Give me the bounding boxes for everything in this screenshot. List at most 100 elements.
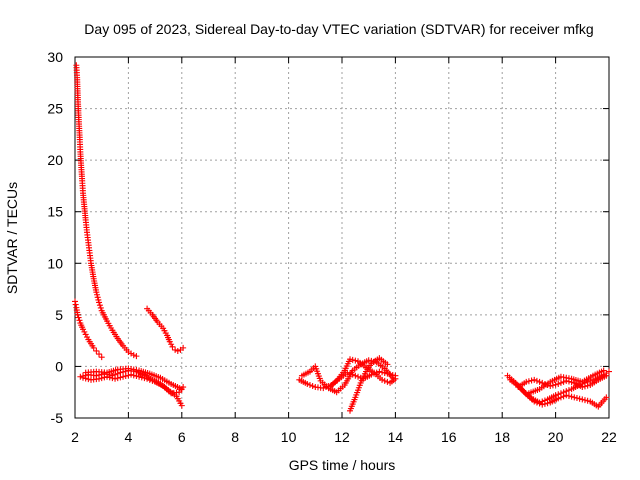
y-tick-label: 25 [47, 101, 63, 117]
chart-title: Day 095 of 2023, Sidereal Day-to-day VTE… [84, 21, 593, 37]
data-point [606, 368, 612, 375]
data-point [568, 393, 575, 400]
data-point [90, 344, 97, 351]
data-point [552, 392, 559, 399]
data-point [531, 398, 538, 405]
x-tick-label: 16 [441, 429, 457, 445]
data-point [120, 373, 127, 380]
data-point [122, 373, 129, 380]
data-point [581, 383, 588, 390]
data-point [75, 314, 82, 321]
data-point [539, 401, 546, 408]
data-point [349, 356, 356, 363]
series-arc-noon-d [347, 355, 391, 414]
data-point [96, 299, 103, 306]
data-point [320, 385, 327, 392]
data-point [525, 378, 532, 385]
data-point [392, 375, 399, 382]
data-point [82, 331, 89, 338]
data-point [96, 351, 103, 358]
data-point [178, 386, 185, 393]
data-point [557, 394, 564, 401]
data-point [169, 343, 176, 350]
data-point [109, 375, 116, 382]
data-point [365, 357, 372, 364]
data-point [536, 400, 543, 407]
data-point [133, 353, 140, 360]
data-point [304, 380, 311, 387]
y-tick-label: 20 [47, 152, 63, 168]
y-tick-label: -5 [51, 410, 64, 426]
data-point [98, 354, 105, 361]
data-point [531, 376, 538, 383]
data-point [180, 344, 187, 351]
data-point [174, 347, 181, 354]
data-point [528, 377, 535, 384]
data-point [376, 368, 383, 375]
data-point [74, 311, 81, 318]
data-point [76, 317, 83, 324]
data-point [347, 356, 354, 363]
data-point [565, 387, 572, 394]
data-point [95, 296, 102, 303]
data-point [306, 381, 313, 388]
series-arc-decay-low [72, 298, 105, 361]
data-point [97, 304, 104, 311]
data-point [114, 375, 121, 382]
data-point [72, 301, 79, 308]
data-point [125, 372, 132, 379]
data-point [309, 383, 316, 390]
y-axis-label: SDTVAR / TECUs [4, 182, 20, 294]
data-point [94, 294, 101, 301]
data-point [130, 372, 137, 379]
axis-ticks: 2 4 6 8 10 12 14 16 18 20 22 -5 0 5 10 15 20 25 30 [47, 49, 617, 445]
data-point [72, 298, 78, 305]
series-arc-mid-morning [144, 305, 187, 354]
data-point [576, 395, 583, 402]
x-tick-label: 4 [125, 429, 133, 445]
data-point [555, 380, 562, 387]
data-point [166, 338, 173, 345]
data-point [523, 378, 530, 385]
data-point [98, 375, 105, 382]
data-point [106, 374, 113, 381]
data-point [565, 392, 572, 399]
data-point [96, 375, 103, 382]
data-point [603, 394, 610, 401]
data-point [579, 384, 586, 391]
data-point [77, 373, 84, 380]
data-point [93, 289, 100, 296]
data-point [563, 392, 570, 399]
data-point [555, 395, 562, 402]
x-tick-label: 22 [601, 429, 617, 445]
data-point [94, 291, 101, 298]
data-point [381, 377, 388, 384]
data-point [573, 395, 580, 402]
data-point [579, 396, 586, 403]
data-point [600, 367, 607, 374]
grid-lines [75, 57, 609, 418]
data-point [112, 375, 119, 382]
data-point [352, 372, 359, 379]
data-point [384, 361, 391, 368]
series-arc-baseline-c [82, 365, 185, 393]
data-point [352, 357, 359, 364]
data-point [128, 350, 135, 357]
x-tick-label: 2 [71, 429, 79, 445]
data-point [560, 393, 567, 400]
data-point [128, 371, 135, 378]
data-point [133, 373, 140, 380]
data-point [533, 377, 540, 384]
data-point [552, 381, 559, 388]
data-point [130, 352, 137, 359]
data-point [101, 374, 108, 381]
data-point [149, 377, 156, 384]
data-point [571, 394, 578, 401]
x-tick-label: 6 [178, 429, 186, 445]
data-point [379, 376, 386, 383]
data-point [96, 302, 103, 309]
data-point [584, 382, 591, 389]
data-point [85, 376, 92, 383]
y-tick-label: 30 [47, 49, 63, 65]
series-arc-evening-d [525, 367, 607, 397]
